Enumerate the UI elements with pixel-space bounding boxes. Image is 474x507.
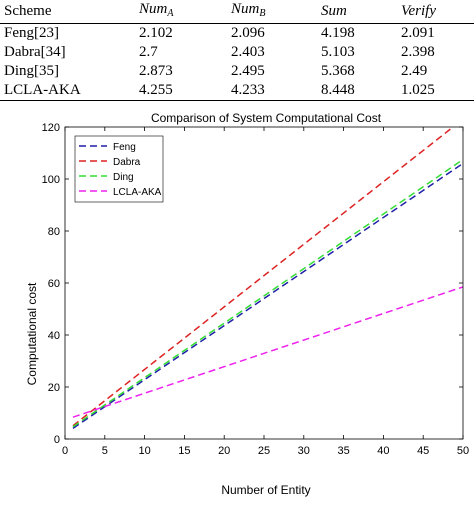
table-cell: LCLA-AKA bbox=[4, 82, 81, 98]
x-tick-label: 30 bbox=[298, 445, 310, 457]
table-row: LCLA-AKA 4.255 4.233 8.448 1.025 bbox=[0, 81, 474, 101]
x-tick-label: 20 bbox=[218, 445, 230, 457]
cost-chart-svg: Comparison of System Computational Cost … bbox=[25, 111, 469, 497]
table-cell: 2.398 bbox=[401, 44, 435, 60]
y-tick-label: 40 bbox=[48, 330, 60, 342]
table-cell: 4.233 bbox=[231, 82, 265, 98]
table-cell: 2.495 bbox=[231, 63, 265, 79]
table-row: Feng[23] 2.102 2.096 4.198 2.091 bbox=[0, 24, 474, 44]
y-tick-label: 0 bbox=[54, 434, 60, 446]
table-cell: 2.7 bbox=[139, 44, 158, 60]
header-verify: Verify bbox=[401, 3, 436, 19]
y-tick-label: 60 bbox=[48, 278, 60, 290]
table-header-row: Scheme NumA NumB Sum Verify bbox=[0, 0, 474, 24]
results-table-region: Scheme NumA NumB Sum Verify Feng[23] 2.1… bbox=[0, 0, 474, 101]
y-tick-label: 80 bbox=[48, 226, 60, 238]
table-cell: 4.255 bbox=[139, 82, 173, 98]
legend-label: LCLA-AKA bbox=[113, 187, 162, 198]
table-cell: 5.103 bbox=[321, 44, 355, 60]
legend-label: Dabra bbox=[113, 157, 141, 168]
header-num-b: NumB bbox=[231, 1, 266, 19]
series-line-dabra bbox=[72, 127, 455, 427]
table-cell: 4.198 bbox=[321, 25, 355, 41]
x-tick-label: 40 bbox=[377, 445, 389, 457]
legend-label: Feng bbox=[113, 142, 136, 153]
table-cell: 2.091 bbox=[401, 25, 435, 41]
x-tick-label: 0 bbox=[62, 445, 68, 457]
x-tick-label: 35 bbox=[337, 445, 349, 457]
table-cell: 1.025 bbox=[401, 82, 435, 98]
legend-box bbox=[74, 135, 164, 203]
header-scheme: Scheme bbox=[4, 3, 52, 19]
table-cell: 2.096 bbox=[231, 25, 265, 41]
y-tick-label: 100 bbox=[42, 174, 60, 186]
table-cell: Feng[23] bbox=[4, 25, 59, 41]
table-cell: 2.403 bbox=[231, 44, 265, 60]
x-tick-label: 50 bbox=[457, 445, 469, 457]
x-axis-label: Number of Entity bbox=[221, 483, 310, 497]
table-cell: Ding[35] bbox=[4, 63, 59, 79]
table-cell: 2.873 bbox=[139, 63, 173, 79]
x-tick-label: 25 bbox=[258, 445, 270, 457]
table-cell: 5.368 bbox=[321, 63, 355, 79]
table-cell: 2.49 bbox=[401, 63, 428, 79]
x-tick-label: 45 bbox=[417, 445, 429, 457]
y-tick-label: 120 bbox=[42, 122, 60, 134]
series-line-ding bbox=[72, 158, 463, 428]
chart-title: Comparison of System Computational Cost bbox=[151, 111, 382, 125]
x-tick-label: 5 bbox=[102, 445, 108, 457]
y-tick-label: 20 bbox=[48, 382, 60, 394]
x-tick-label: 10 bbox=[138, 445, 150, 457]
table-row: Dabra[34] 2.7 2.403 5.103 2.398 bbox=[0, 43, 474, 62]
header-num-a: NumA bbox=[139, 1, 174, 19]
table-row: Ding[35] 2.873 2.495 5.368 2.49 bbox=[0, 62, 474, 81]
x-tick-label: 15 bbox=[178, 445, 190, 457]
legend-label: Ding bbox=[113, 172, 134, 183]
table-cell: Dabra[34] bbox=[4, 44, 66, 60]
header-sum: Sum bbox=[321, 3, 347, 19]
table-cell: 2.102 bbox=[139, 25, 173, 41]
cost-chart: Comparison of System Computational Cost … bbox=[0, 100, 474, 502]
series-line-lcla-aka bbox=[72, 286, 463, 418]
table-cell: 8.448 bbox=[321, 82, 355, 98]
series-line-feng bbox=[72, 162, 463, 429]
cost-table: Scheme NumA NumB Sum Verify Feng[23] 2.1… bbox=[0, 0, 474, 101]
y-axis-label: Computational cost bbox=[25, 282, 39, 385]
